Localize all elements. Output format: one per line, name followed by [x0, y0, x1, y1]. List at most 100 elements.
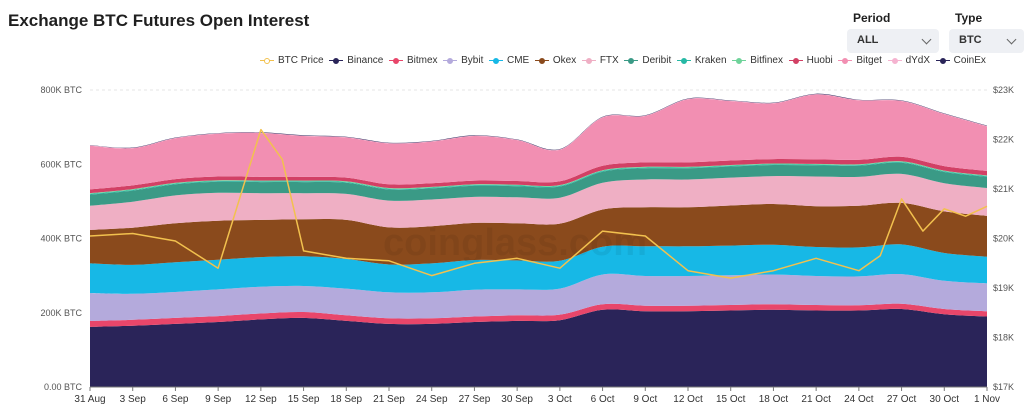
y-left-tick-label: 200K BTC [40, 308, 82, 318]
legend-label: Binance [347, 55, 384, 66]
legend-item-binance[interactable]: Binance [329, 55, 383, 66]
x-tick-label: 12 Sep [245, 394, 277, 405]
legend-item-bitmex[interactable]: Bitmex [388, 55, 438, 66]
x-axis: 31 Aug 3 Sep 6 Sep 9 Sep 12 Sep 15 Sep 18 Sep 2… [74, 386, 1000, 405]
legend-label: CoinEx [953, 55, 986, 66]
period-value: ALL [857, 34, 879, 46]
x-tick-label: 18 Sep [330, 394, 362, 405]
legend-swatch [534, 57, 549, 65]
legend-item-bitfinex[interactable]: Bitfinex [732, 55, 783, 66]
y-right-tick-label: $17K [993, 382, 1014, 392]
x-tick-label: 30 Oct [930, 394, 960, 405]
legend-swatch [838, 57, 853, 65]
area-binance [90, 308, 987, 387]
legend-swatch [260, 57, 274, 65]
legend-item-huobi[interactable]: Huobi [788, 55, 833, 66]
y-right-tick-label: $22K [993, 135, 1014, 145]
legend-item-deribit[interactable]: Deribit [624, 55, 671, 66]
area-ftx [90, 173, 987, 230]
legend-item-ftx[interactable]: FTX [581, 55, 619, 66]
legend-item-kraken[interactable]: Kraken [676, 55, 727, 66]
legend-swatch [443, 57, 458, 65]
legend-item-okex[interactable]: Okex [534, 55, 577, 66]
legend-item-bybit[interactable]: Bybit [443, 55, 483, 66]
x-tick-label: 15 Sep [288, 394, 320, 405]
x-tick-label: 9 Oct [633, 394, 657, 405]
x-tick-label: 24 Sep [416, 394, 448, 405]
btc-price-line [89, 128, 988, 279]
x-tick-label: 27 Oct [887, 394, 917, 405]
watermark: coinglass.com [383, 222, 647, 264]
x-tick-label: 6 Sep [162, 394, 189, 405]
page-title: Exchange BTC Futures Open Interest [8, 11, 310, 30]
legend-label: Bitfinex [750, 55, 783, 66]
btc-price-series [89, 128, 988, 279]
y-left-tick-label: 600K BTC [40, 159, 82, 169]
legend-label: Bybit [461, 55, 484, 66]
area-deribit [90, 162, 987, 206]
area-okex [90, 202, 987, 265]
legend-swatch [788, 57, 803, 65]
x-tick-label: 6 Oct [591, 394, 615, 405]
x-tick-label: 27 Sep [459, 394, 491, 405]
x-tick-label: 21 Oct [801, 394, 831, 405]
y-left-tick-label: 400K BTC [40, 234, 82, 244]
legend-item-bitget[interactable]: Bitget [838, 55, 882, 66]
y-axis-left: 0.00 BTC 200K BTC 400K BTC 600K BTC 800K BTC [40, 85, 82, 392]
y-right-tick-label: $18K [993, 333, 1014, 343]
legend-swatch [887, 57, 902, 65]
stacked-areas [90, 93, 987, 387]
legend-label: FTX [599, 55, 619, 66]
x-tick-label: 15 Oct [716, 394, 746, 405]
y-right-tick-label: $19K [993, 283, 1014, 293]
x-tick-label: 12 Oct [673, 394, 703, 405]
legend-label: dYdX [905, 55, 931, 66]
area-bitmex [90, 303, 987, 327]
legend-label: Kraken [694, 55, 727, 66]
type-value: BTC [959, 34, 982, 46]
x-tick-label: 21 Sep [373, 394, 405, 405]
x-tick-label: 24 Oct [844, 394, 874, 405]
legend-swatch [329, 57, 344, 65]
chart-legend: BTC Price Binance Bitmex Bybit CME Okex FTX Der… [260, 55, 986, 66]
legend-label: BTC Price [278, 55, 324, 66]
area-huobi [90, 156, 987, 194]
type-label: Type [955, 11, 983, 25]
legend-label: Deribit [642, 55, 672, 66]
period-label: Period [853, 11, 891, 25]
legend-label: Okex [552, 55, 577, 66]
legend-item-btc-price[interactable]: BTC Price [260, 55, 324, 66]
area-bitget [90, 94, 987, 190]
y-left-tick-label: 800K BTC [40, 85, 82, 95]
legend-swatch [388, 57, 403, 65]
period-select[interactable]: ALL [847, 29, 939, 53]
y-axis-right: $17K $18K $19K $20K $21K $22K $23K [993, 85, 1014, 392]
legend-swatch [624, 57, 639, 65]
y-right-tick-label: $21K [993, 184, 1014, 194]
x-tick-label: 9 Sep [205, 394, 232, 405]
area-bybit [90, 273, 987, 321]
legend-swatch [676, 57, 691, 65]
legend-swatch [732, 57, 747, 65]
legend-swatch [581, 57, 596, 65]
x-tick-label: 3 Sep [120, 394, 147, 405]
x-tick-label: 18 Oct [759, 394, 789, 405]
legend-label: Huobi [806, 55, 833, 66]
y-left-tick-label: 0.00 BTC [44, 382, 83, 392]
y-right-tick-label: $23K [993, 85, 1014, 95]
legend-label: Bitget [856, 55, 882, 66]
x-tick-label: 3 Oct [548, 394, 572, 405]
x-tick-label: 1 Nov [974, 394, 1000, 405]
x-tick-label: 31 Aug [74, 394, 105, 405]
legend-swatch [489, 57, 503, 65]
x-tick-label: 30 Sep [501, 394, 533, 405]
legend-item-dydx[interactable]: dYdX [887, 55, 931, 66]
type-select[interactable]: BTC [949, 29, 1024, 53]
area-cme [90, 244, 987, 294]
y-right-tick-label: $20K [993, 234, 1014, 244]
legend-item-cme[interactable]: CME [489, 55, 529, 66]
legend-item-coinex[interactable]: CoinEx [935, 55, 986, 66]
legend-swatch [935, 57, 950, 65]
legend-label: CME [507, 55, 530, 66]
